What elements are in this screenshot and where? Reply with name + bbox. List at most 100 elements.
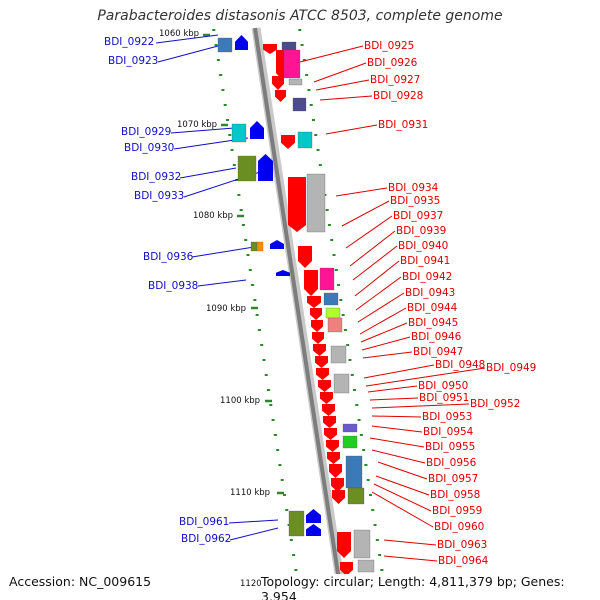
gene-box-navy	[281, 41, 297, 51]
gene-arrow-down-red	[320, 392, 333, 404]
map-title: Parabacteroides distasonis ATCC 8503, co…	[97, 8, 503, 24]
gene-label-right[interactable]: BDI_0939	[396, 225, 447, 237]
tick-label: 1090 kbp	[206, 304, 247, 314]
leader-line-right	[371, 491, 434, 528]
gene-label-left[interactable]: BDI_0933	[134, 190, 185, 202]
gene-arrow-down-red	[332, 490, 345, 504]
gene-arrow-down-red	[323, 416, 336, 428]
tick-label: 1060 kbp	[159, 29, 200, 39]
leader-line-left	[179, 167, 237, 179]
gene-label-left[interactable]: BDI_0930	[124, 142, 175, 154]
leader-line-right	[367, 385, 418, 393]
gene-arrow-up-blue	[276, 270, 290, 276]
gene-arrow-down-red	[307, 296, 321, 308]
gene-label-right[interactable]: BDI_0950	[418, 380, 469, 392]
gene-label-right[interactable]: BDI_0931	[378, 119, 429, 131]
gene-box-pink	[319, 267, 335, 291]
gene-box-grey	[330, 345, 347, 364]
leader-line-left	[170, 127, 235, 134]
gene-label-right[interactable]: BDI_0937	[393, 210, 444, 222]
leader-line-right	[363, 364, 435, 379]
gene-arrow-down-red	[288, 177, 306, 232]
tick-label: 1100 kbp	[220, 396, 261, 406]
gene-label-left[interactable]: BDI_0929	[121, 126, 172, 138]
genome-summary-text: Topology: circular; Length: 4,811,379 bp…	[261, 574, 600, 600]
leader-line-right	[341, 200, 390, 227]
gene-label-right[interactable]: BDI_0951	[419, 392, 470, 404]
leader-line-right	[369, 397, 419, 401]
gene-label-right[interactable]: BDI_0958	[430, 489, 481, 501]
gene-arrow-up-blue	[306, 524, 321, 536]
gene-label-left[interactable]: BDI_0923	[108, 55, 159, 67]
gene-label-right[interactable]: BDI_0925	[364, 40, 415, 52]
leader-line-right	[355, 276, 402, 311]
gene-label-left[interactable]: BDI_0936	[143, 251, 194, 263]
leader-line-right	[360, 322, 408, 343]
gene-box-olive	[347, 487, 365, 505]
tick-label: 1120	[240, 579, 262, 589]
accession-text: Accession: NC_009615	[9, 574, 152, 589]
leader-line-right	[335, 187, 388, 197]
gene-label-right[interactable]: BDI_0942	[402, 271, 453, 283]
gene-label-right[interactable]: BDI_0954	[423, 426, 474, 438]
gene-arrow-down-red	[327, 452, 340, 464]
gene-label-left[interactable]: BDI_0922	[104, 36, 155, 48]
gene-arrow-down-red	[272, 76, 284, 90]
leader-line-right	[361, 336, 411, 351]
gene-label-right[interactable]: BDI_0943	[405, 287, 456, 299]
gene-label-right[interactable]: BDI_0949	[486, 362, 537, 374]
gene-box-pink	[283, 49, 301, 79]
gene-label-right[interactable]: BDI_0963	[437, 539, 488, 551]
gene-label-left[interactable]: BDI_0938	[148, 280, 199, 292]
gene-label-left[interactable]: BDI_0962	[181, 533, 232, 545]
gene-arrow-down-red	[340, 562, 353, 576]
leader-line-right	[313, 62, 367, 83]
gene-box-grey	[306, 173, 326, 233]
gene-label-right[interactable]: BDI_0940	[398, 240, 449, 252]
gene-box-olive	[250, 241, 258, 252]
gene-arrow-down-red	[304, 270, 318, 296]
leader-line-right	[371, 449, 426, 464]
leader-line-right	[371, 415, 422, 418]
gene-arrow-down-red	[312, 332, 324, 344]
gene-box-green	[342, 435, 358, 449]
gene-label-right[interactable]: BDI_0928	[373, 90, 424, 102]
gene-label-right[interactable]: BDI_0964	[438, 555, 489, 567]
gene-label-right[interactable]: BDI_0941	[400, 255, 451, 267]
gene-label-right[interactable]: BDI_0926	[367, 57, 418, 69]
gene-label-right[interactable]: BDI_0946	[411, 331, 462, 343]
gene-label-right[interactable]: BDI_0934	[388, 182, 439, 194]
gene-box-grey	[288, 78, 303, 86]
leader-line-right	[371, 425, 423, 433]
gene-arrow-up-blue	[258, 154, 273, 181]
gene-label-right[interactable]: BDI_0956	[426, 457, 477, 469]
gene-label-right[interactable]: BDI_0944	[407, 302, 458, 314]
gene-features	[217, 35, 375, 576]
gene-arrow-down-red	[263, 44, 277, 54]
gene-arrow-down-red	[324, 428, 337, 440]
leader-line-right	[325, 124, 378, 135]
gene-label-right[interactable]: BDI_0948	[435, 359, 486, 371]
leader-line-right	[319, 95, 373, 101]
gene-label-right[interactable]: BDI_0945	[408, 317, 459, 329]
leader-line-right	[354, 260, 400, 297]
gene-label-right[interactable]: BDI_0955	[425, 441, 476, 453]
gene-arrow-up-blue	[306, 509, 321, 523]
gene-label-left[interactable]: BDI_0961	[179, 516, 230, 528]
gene-label-right[interactable]: BDI_0953	[422, 411, 473, 423]
gene-box-cyan	[231, 123, 247, 143]
gene-label-right[interactable]: BDI_0957	[428, 473, 479, 485]
gene-label-right[interactable]: BDI_0960	[434, 521, 485, 533]
gene-arrow-down-red	[311, 320, 323, 332]
gene-box-lime	[325, 307, 341, 319]
gene-label-right[interactable]: BDI_0947	[413, 346, 464, 358]
gene-label-right[interactable]: BDI_0927	[370, 74, 421, 86]
tick-label: 1070 kbp	[177, 120, 218, 130]
leader-line-left	[155, 34, 219, 44]
gene-label-right[interactable]: BDI_0959	[432, 505, 483, 517]
gene-label-right[interactable]: BDI_0952	[470, 398, 521, 410]
tick-label: 1110 kbp	[230, 488, 271, 498]
gene-label-left[interactable]: BDI_0932	[131, 171, 182, 183]
gene-label-right[interactable]: BDI_0935	[390, 195, 441, 207]
